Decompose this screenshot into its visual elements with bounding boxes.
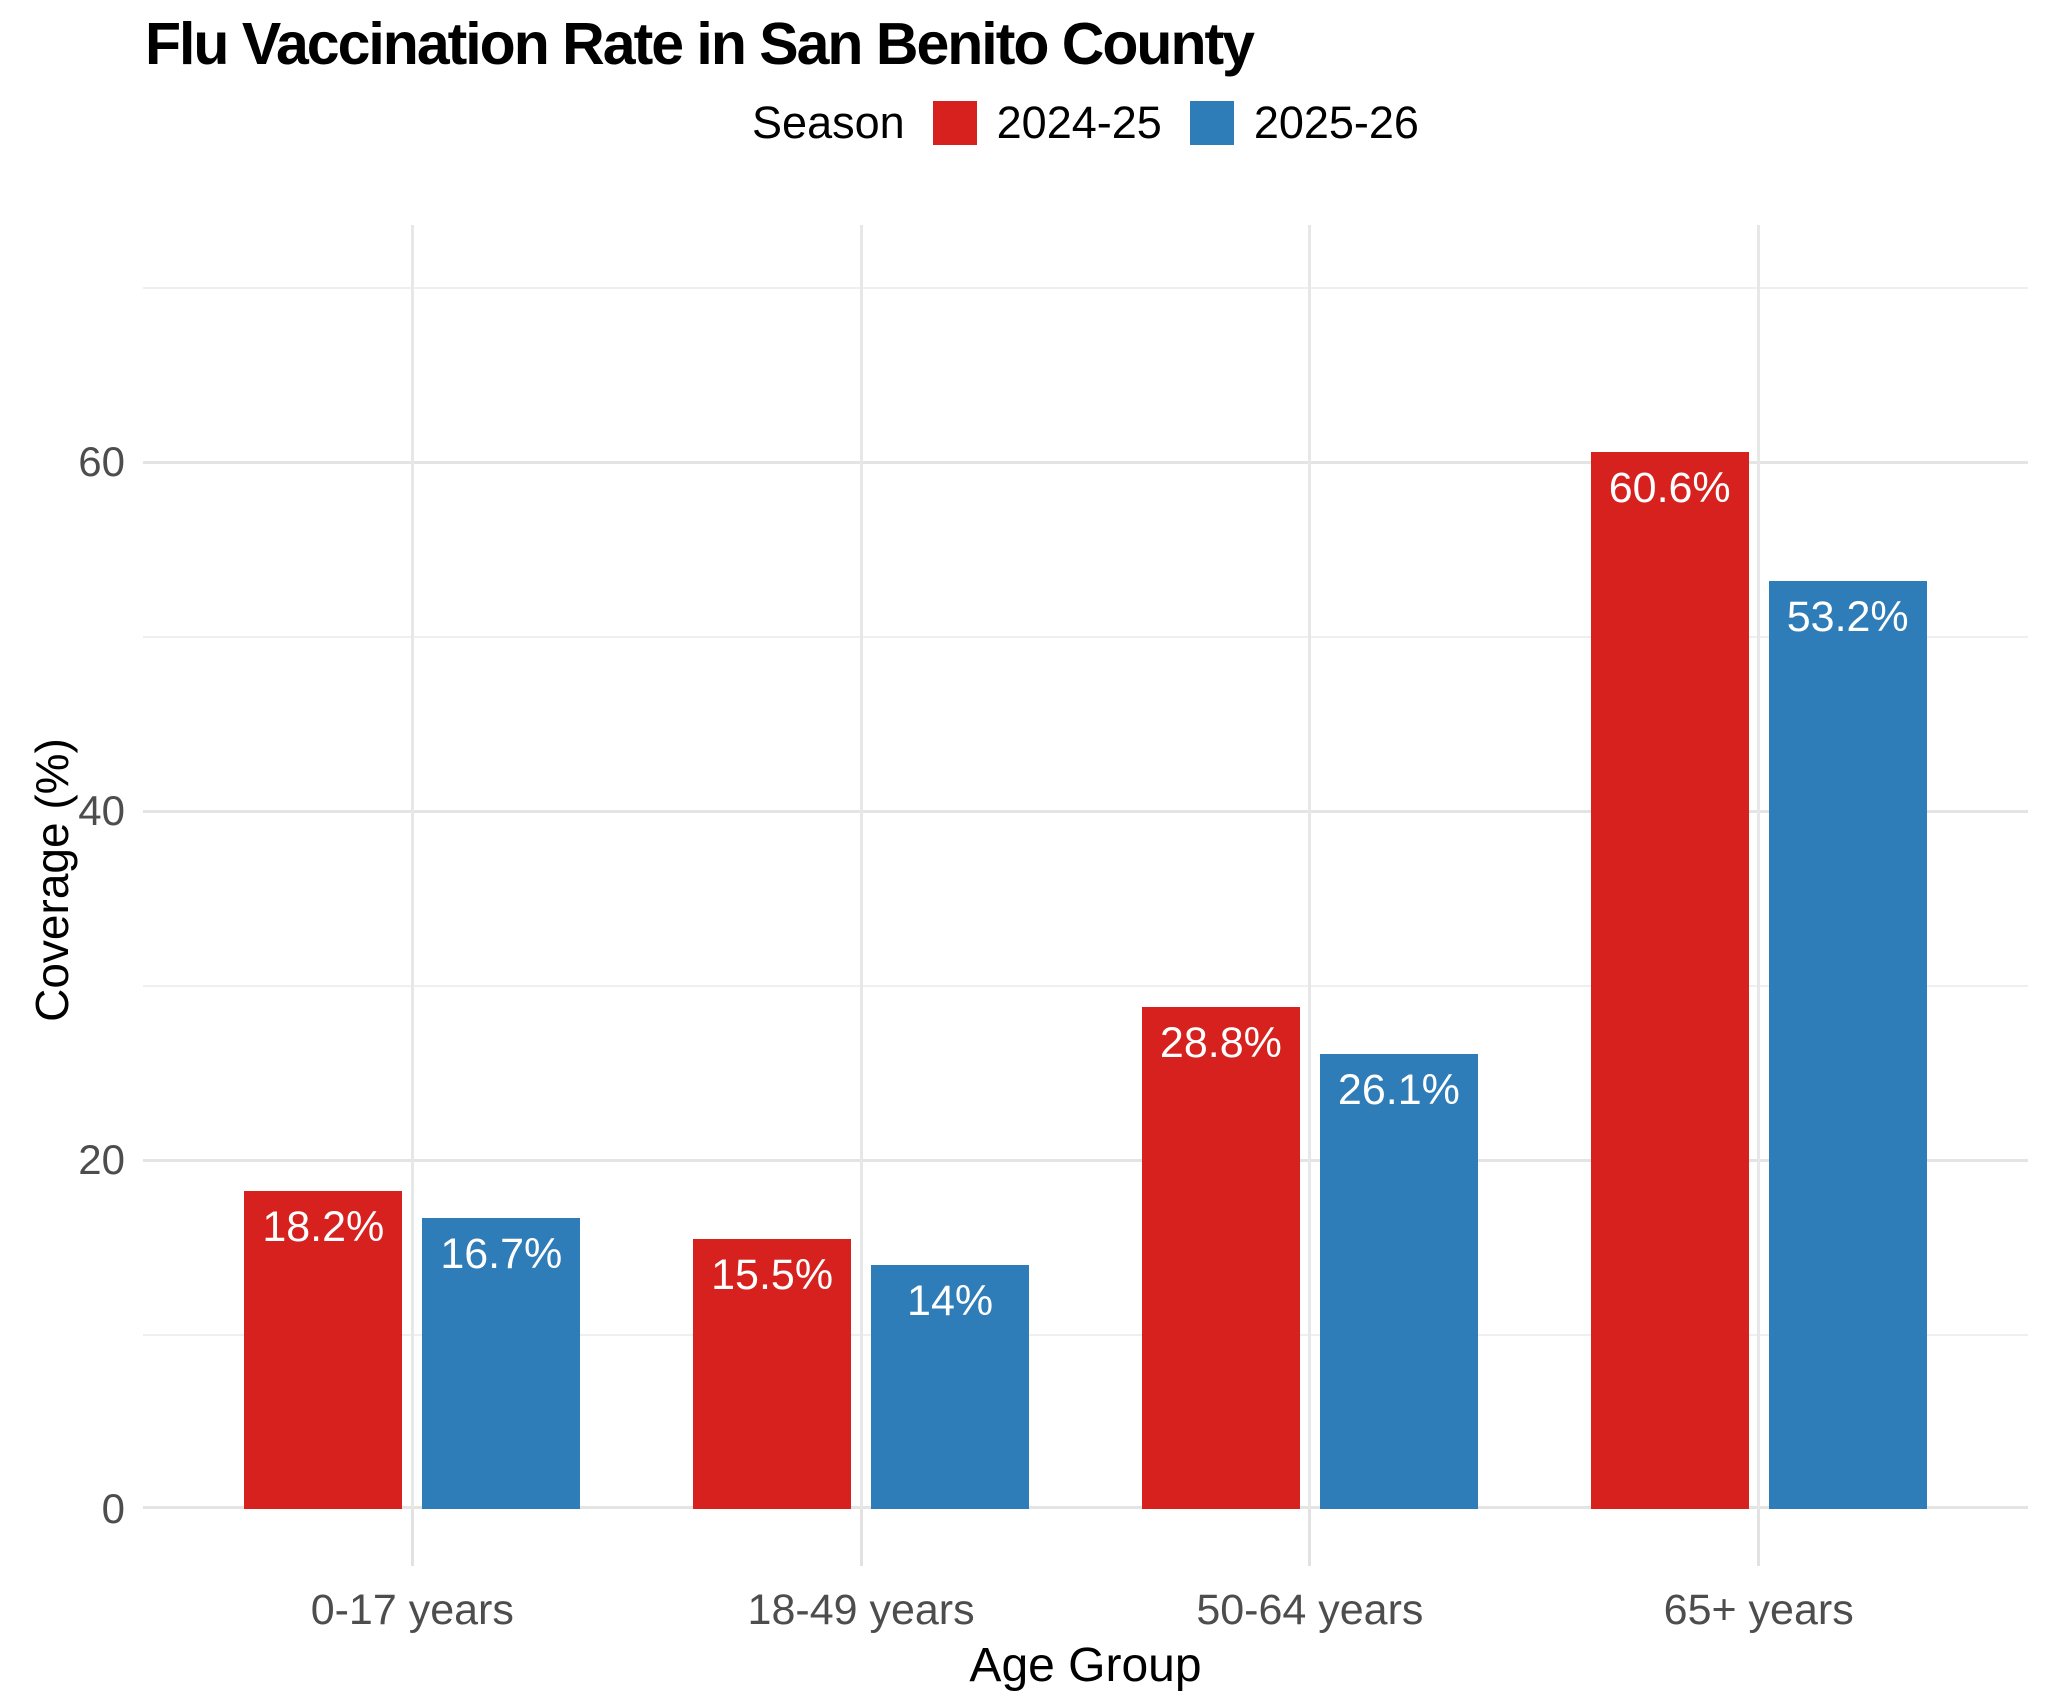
x-tick-label-65-years: 65+ years xyxy=(1663,1586,1854,1634)
gridline-major-60 xyxy=(143,460,2028,464)
bar-value-label-2025-26-0-17-years: 16.7% xyxy=(440,1229,563,1278)
legend-label-2025-26: 2025-26 xyxy=(1253,97,1419,148)
x-axis-title: Age Group xyxy=(969,1639,1202,1692)
gridline-minor-10 xyxy=(143,1333,2028,1336)
plot-panel: 18.2% 15.5% 28.8% 60.6% 16.7% 14% 26.1% 53.2% xyxy=(143,225,2028,1509)
legend-swatch-2025-26 xyxy=(1189,101,1234,145)
bar-2025-26-50-64-years xyxy=(1319,1053,1478,1509)
y-tick-label-60: 60 xyxy=(78,438,125,486)
x-tick-label-18-49-years: 18-49 years xyxy=(747,1586,975,1634)
legend: Season 2024-25 2025-26 xyxy=(143,92,2028,154)
bar-value-label-2024-25-0-17-years: 18.2% xyxy=(262,1203,385,1252)
y-tick-label-0: 0 xyxy=(101,1485,125,1532)
bar-value-label-2025-26-50-64-years: 26.1% xyxy=(1337,1065,1460,1114)
x-tick-18-49-years xyxy=(859,1509,863,1566)
gridline-minor-30 xyxy=(143,984,2028,987)
legend-title: Season xyxy=(752,97,905,148)
bar-2024-25-18-49-years xyxy=(693,1238,852,1509)
gridline-major-20 xyxy=(143,1158,2028,1162)
legend-key-2024-25: 2024-25 xyxy=(932,97,1162,149)
bar-2024-25-0-17-years xyxy=(244,1191,403,1509)
gridline-minor-70 xyxy=(143,286,2028,289)
y-axis-title: Coverage (%) xyxy=(26,738,78,1022)
gridline-major-0 xyxy=(143,1506,2028,1509)
legend-label-2024-25: 2024-25 xyxy=(996,97,1162,148)
bar-value-label-2025-26-18-49-years: 14% xyxy=(907,1276,994,1325)
bar-2025-26-65-years xyxy=(1768,580,1927,1509)
bar-2025-26-18-49-years xyxy=(871,1264,1030,1509)
bar-2024-25-50-64-years xyxy=(1141,1006,1300,1509)
gridline-major-40 xyxy=(143,809,2028,813)
x-tick-50-64-years xyxy=(1308,1509,1312,1566)
bar-2024-25-65-years xyxy=(1590,451,1749,1509)
bar-2025-26-0-17-years xyxy=(422,1217,581,1509)
y-tick-label-20: 20 xyxy=(78,1136,125,1184)
bar-value-label-2024-25-50-64-years: 28.8% xyxy=(1159,1018,1282,1067)
y-tick-label-40: 40 xyxy=(78,787,125,835)
gridline-minor-50 xyxy=(143,635,2028,638)
legend-swatch-2024-25 xyxy=(932,101,977,145)
bar-value-label-2024-25-65-years: 60.6% xyxy=(1608,463,1731,512)
x-tick-label-50-64-years: 50-64 years xyxy=(1196,1586,1424,1634)
gridline-vertical-18-49-years xyxy=(859,225,863,1509)
x-tick-65-years xyxy=(1757,1509,1761,1566)
gridline-vertical-65-years xyxy=(1757,225,1761,1509)
bar-value-label-2025-26-65-years: 53.2% xyxy=(1786,592,1909,641)
legend-key-2025-26: 2025-26 xyxy=(1189,97,1419,149)
chart-title: Flu Vaccination Rate in San Benito Count… xyxy=(145,11,1255,77)
x-tick-0-17-years xyxy=(410,1509,414,1566)
bar-value-label-2024-25-18-49-years: 15.5% xyxy=(711,1250,834,1299)
gridline-vertical-0-17-years xyxy=(410,225,414,1509)
x-tick-label-0-17-years: 0-17 years xyxy=(310,1586,514,1634)
gridline-vertical-50-64-years xyxy=(1308,225,1312,1509)
